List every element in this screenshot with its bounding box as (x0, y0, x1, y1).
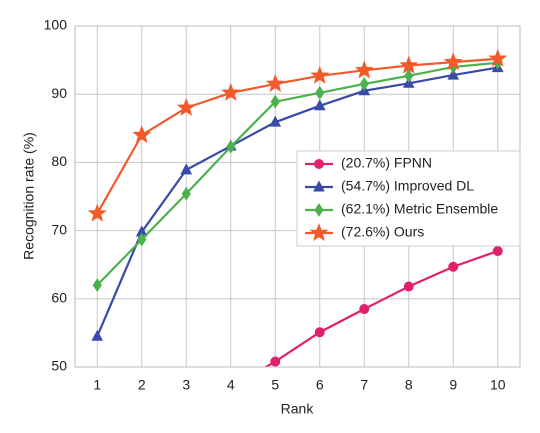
marker (314, 159, 324, 169)
legend-label: (54.7%) Improved DL (341, 178, 474, 194)
marker (404, 68, 414, 83)
marker (226, 139, 236, 154)
y-axis-label: Recognition rate (%) (21, 132, 37, 260)
x-axis-label: Rank (281, 401, 315, 417)
marker (310, 65, 330, 84)
series-group (87, 48, 508, 367)
marker (91, 329, 104, 341)
x-tick-label: 6 (316, 377, 324, 393)
marker (448, 261, 459, 272)
y-tick-label: 60 (51, 290, 67, 306)
y-tick-label: 50 (51, 358, 67, 374)
marker (315, 85, 325, 100)
marker (176, 97, 196, 116)
marker (309, 223, 329, 242)
marker (180, 163, 193, 175)
x-tick-label: 8 (405, 377, 413, 393)
marker (132, 125, 152, 144)
marker (269, 115, 282, 127)
x-tick-label: 2 (138, 377, 146, 393)
marker (399, 55, 419, 74)
series-line (96, 61, 498, 286)
y-tick-label: 100 (44, 17, 68, 33)
x-tick-label: 7 (360, 377, 368, 393)
marker (354, 60, 374, 79)
legend-label: (72.6%) Ours (341, 224, 424, 240)
marker (359, 77, 369, 91)
y-tick-label: 70 (51, 221, 67, 237)
marker (314, 203, 324, 217)
marker (313, 99, 326, 111)
marker (403, 281, 414, 292)
marker (488, 48, 508, 67)
x-tick-label: 1 (93, 377, 101, 393)
marker (92, 278, 102, 293)
marker (443, 52, 463, 71)
legend-box (296, 150, 521, 247)
x-tick-label: 9 (449, 377, 457, 393)
legend-label: (62.1%) Metric Ensemble (341, 201, 498, 217)
legend: (20.7%) FPNN (54.7%) Improved DL (62.1%) M… (296, 150, 521, 247)
series-line (96, 66, 498, 337)
marker (181, 186, 191, 201)
legend-label: (20.7%) FPNN (341, 155, 432, 171)
marker (270, 94, 280, 109)
x-tick-label: 4 (227, 377, 235, 393)
marker (221, 82, 241, 101)
y-tick-label: 80 (51, 153, 67, 169)
y-tick-label: 90 (51, 85, 67, 101)
marker (313, 180, 325, 192)
marker (359, 304, 370, 315)
x-tick-label: 5 (271, 377, 279, 393)
x-tick-label: 3 (182, 377, 190, 393)
marker (270, 356, 281, 367)
ticks: 50 60 70 80 90 100 1 2 3 4 5 6 7 8 9 10 (44, 17, 506, 393)
series-line (96, 57, 498, 215)
marker (492, 246, 503, 257)
marker (137, 232, 147, 247)
marker (314, 327, 325, 338)
x-tick-label: 10 (490, 377, 506, 393)
marker (265, 74, 285, 92)
marker (87, 203, 107, 222)
marker (447, 68, 460, 80)
